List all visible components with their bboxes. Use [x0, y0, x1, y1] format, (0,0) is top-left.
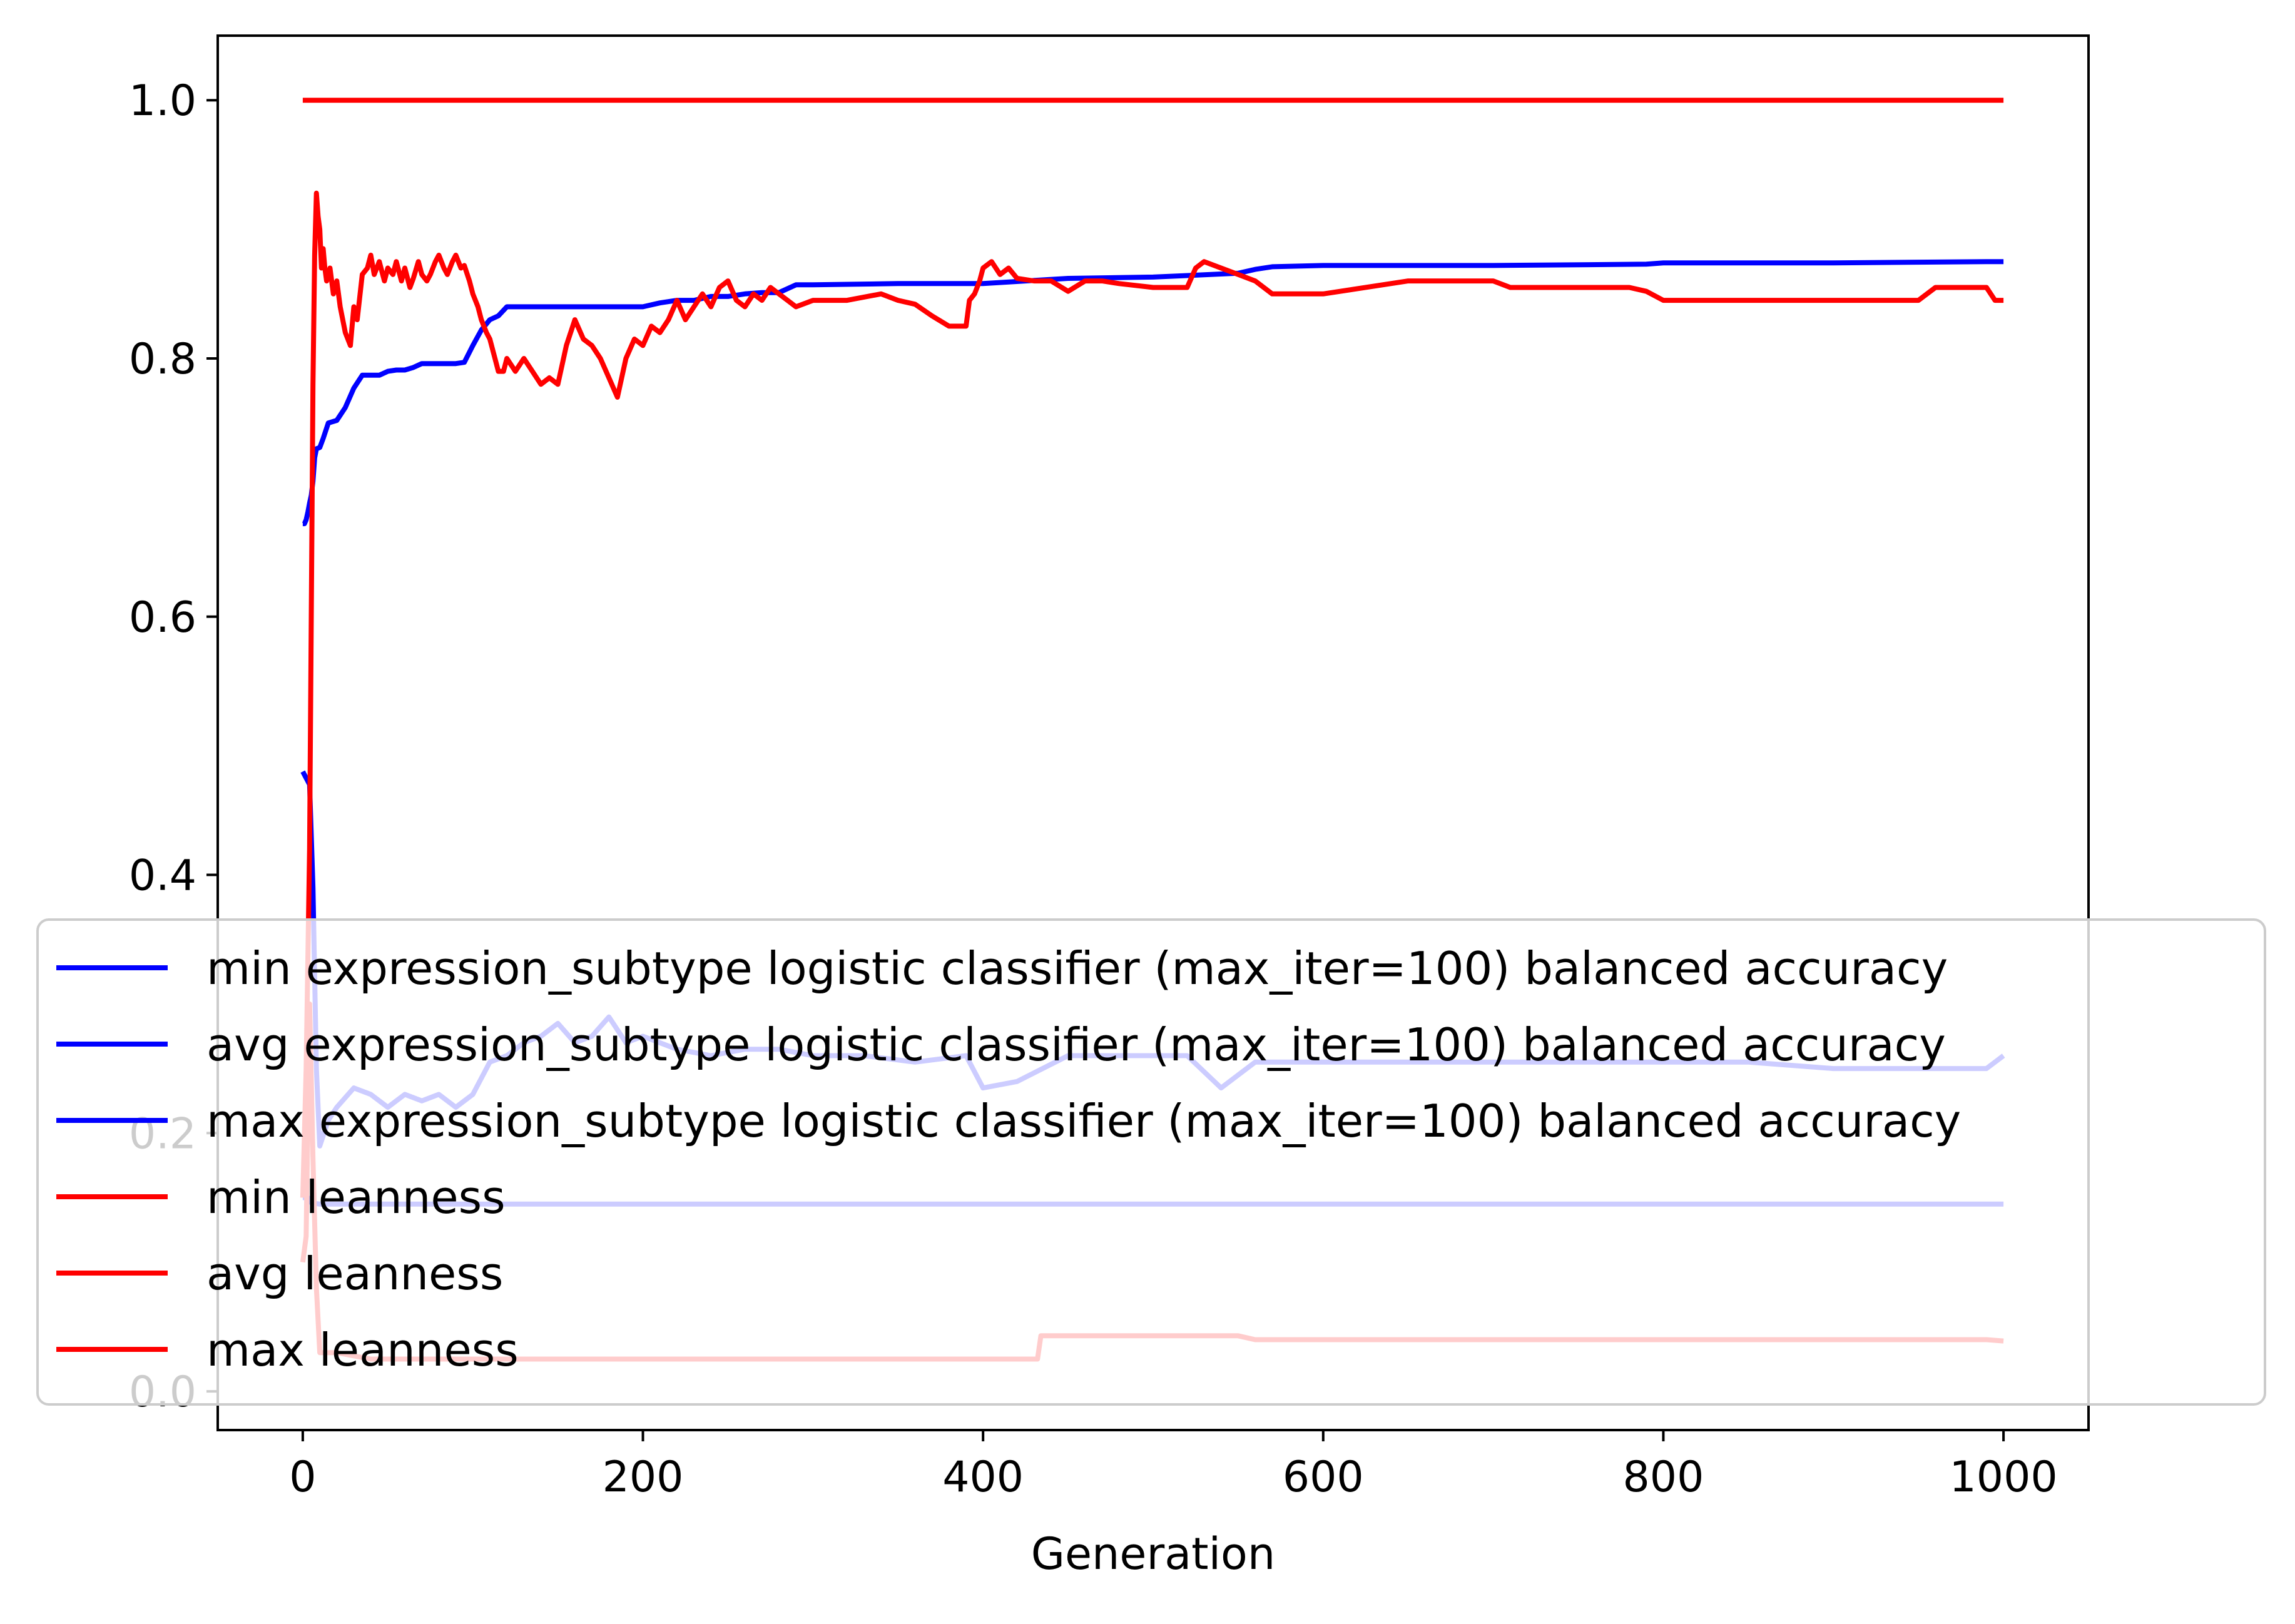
y-tick-label: 0.4	[129, 851, 196, 901]
x-tick-label: 1000	[1950, 1453, 2058, 1502]
series-line-4	[300, 190, 2004, 1198]
y-tick-label: 0.6	[129, 593, 196, 642]
axes-frame	[216, 34, 2090, 1431]
legend-entry-0: min expression_subtype logistic classifi…	[206, 942, 1948, 995]
x-tick-label: 600	[1283, 1453, 1364, 1502]
legend-box	[36, 918, 2266, 1406]
legend-entry-5: max leanness	[206, 1324, 519, 1376]
x-axis-label: Generation	[1031, 1528, 1276, 1580]
legend-entry-4: avg leanness	[206, 1247, 503, 1300]
y-tick-label: 1.0	[129, 76, 196, 126]
y-tick-label: 0.8	[129, 335, 196, 384]
series-line-2	[302, 259, 2004, 527]
x-tick-label: 200	[603, 1453, 684, 1502]
x-tick-label: 0	[289, 1453, 316, 1502]
x-tick-label: 800	[1623, 1453, 1704, 1502]
legend-entry-3: min leanness	[206, 1171, 506, 1224]
legend: min expression_subtype logistic classifi…	[36, 918, 2266, 1406]
legend-entry-2: max expression_subtype logistic classifi…	[206, 1095, 1961, 1147]
x-tick-label: 400	[942, 1453, 1024, 1502]
legend-entry-1: avg expression_subtype logistic classifi…	[206, 1018, 1946, 1071]
